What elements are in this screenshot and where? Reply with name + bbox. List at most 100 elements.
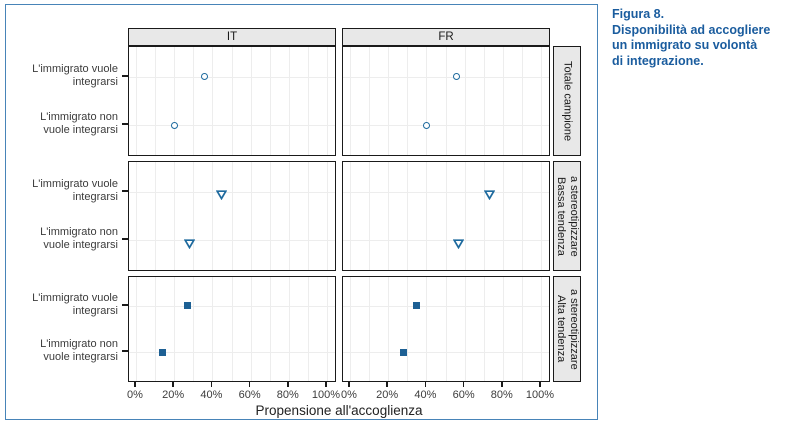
y-axis-category-label: L'immigrato non vuole integrarsi <box>40 226 118 252</box>
grid-line-horizontal <box>343 306 549 307</box>
x-axis-tick-label: 40% <box>200 389 223 401</box>
grid-line-vertical <box>541 162 542 270</box>
grid-line-vertical <box>445 47 447 155</box>
data-point-circle <box>422 121 430 129</box>
grid-line-vertical <box>350 162 351 270</box>
grid-line-vertical <box>250 277 252 381</box>
grid-line-vertical <box>136 162 137 270</box>
grid-line-horizontal <box>129 77 335 78</box>
grid-line-vertical <box>502 47 504 155</box>
grid-line-vertical <box>288 162 290 270</box>
grid-line-vertical <box>136 47 137 155</box>
panel-it-r0 <box>128 46 336 156</box>
grid-line-vertical <box>350 277 351 381</box>
y-axis-tick <box>122 350 128 352</box>
grid-line-vertical <box>388 162 390 270</box>
chart-figure: IT FR Totale campione Bassa tendenza a ster… <box>5 4 598 420</box>
grid-line-vertical <box>288 277 290 381</box>
data-point-triangle <box>483 187 496 201</box>
x-axis-tick <box>348 382 350 387</box>
panel-it-r2 <box>128 276 336 382</box>
x-axis-tick-label: 40% <box>414 389 437 401</box>
x-axis-tick-label: 20% <box>162 389 185 401</box>
row-strip: Totale campione <box>553 46 581 156</box>
grid-line-horizontal <box>343 192 549 193</box>
grid-line-vertical <box>388 47 390 155</box>
x-axis-tick-label: 0% <box>127 389 143 401</box>
x-axis-tick <box>539 382 541 387</box>
x-axis-tick-label: 80% <box>490 389 513 401</box>
grid-line-vertical <box>250 47 252 155</box>
y-axis-tick <box>122 238 128 240</box>
grid-line-vertical <box>521 162 523 270</box>
grid-line-vertical <box>407 277 409 381</box>
x-axis-tick <box>386 382 388 387</box>
x-axis-title: Propensione all'accoglienza <box>255 403 423 418</box>
grid-line-vertical <box>136 277 137 381</box>
grid-line-vertical <box>193 162 195 270</box>
grid-line-vertical <box>521 277 523 381</box>
x-axis-tick-label: 0% <box>341 389 357 401</box>
grid-line-horizontal <box>129 306 335 307</box>
data-point-circle <box>170 121 178 129</box>
grid-line-vertical <box>388 277 390 381</box>
data-point-triangle <box>183 236 196 249</box>
grid-line-vertical <box>231 277 233 381</box>
x-axis-tick-label: 60% <box>452 389 475 401</box>
grid-line-horizontal <box>129 192 335 193</box>
figure-caption-text: Disponibilità ad accogliere un immigrato… <box>612 22 771 68</box>
data-point-square <box>413 302 421 310</box>
y-axis-tick <box>122 190 128 192</box>
grid-line-vertical <box>483 277 485 381</box>
grid-line-vertical <box>174 162 176 270</box>
figure-caption: Figura 8. Disponibilità ad accogliere un… <box>612 7 794 69</box>
grid-line-vertical <box>250 162 252 270</box>
grid-line-vertical <box>327 277 328 381</box>
grid-line-horizontal <box>343 125 549 126</box>
grid-line-vertical <box>502 277 504 381</box>
data-point-square <box>159 348 167 356</box>
grid-line-horizontal <box>129 240 335 241</box>
data-point-triangle <box>453 236 465 249</box>
grid-line-horizontal <box>129 352 335 353</box>
y-axis-tick <box>122 123 128 125</box>
grid-line-vertical <box>521 47 523 155</box>
grid-line-vertical <box>155 47 157 155</box>
grid-line-vertical <box>464 162 466 270</box>
x-axis-tick-label: 80% <box>276 389 299 401</box>
x-axis-tick-label: 60% <box>238 389 261 401</box>
grid-line-vertical <box>369 47 371 155</box>
grid-line-vertical <box>231 47 233 155</box>
grid-line-vertical <box>426 277 428 381</box>
grid-line-vertical <box>464 277 466 381</box>
y-axis-category-label: L'immigrato vuole integrarsi <box>32 177 118 203</box>
grid-line-vertical <box>155 162 157 270</box>
grid-line-vertical <box>369 277 371 381</box>
grid-line-vertical <box>231 162 233 270</box>
grid-line-vertical <box>307 162 309 270</box>
grid-line-horizontal <box>343 240 549 241</box>
grid-line-vertical <box>193 277 195 381</box>
column-strip-fr: FR <box>342 28 550 46</box>
panel-fr-r1 <box>342 161 550 271</box>
y-axis-category-label: L'immigrato vuole integrarsi <box>32 291 118 317</box>
grid-line-vertical <box>445 277 447 381</box>
panel-it-r1 <box>128 161 336 271</box>
grid-line-horizontal <box>343 77 549 78</box>
data-point-square <box>399 348 407 356</box>
x-axis-tick-label: 20% <box>376 389 399 401</box>
x-axis-tick <box>424 382 427 387</box>
data-point-circle <box>453 73 461 81</box>
row-strip: Bassa tendenza a stereotipizzare <box>553 161 581 271</box>
grid-line-vertical <box>174 47 176 155</box>
grid-line-vertical <box>502 162 504 270</box>
grid-line-vertical <box>445 162 447 270</box>
panel-fr-r2 <box>342 276 550 382</box>
y-axis-tick <box>122 75 128 77</box>
grid-line-vertical <box>541 47 542 155</box>
x-axis-tick-label: 100% <box>525 389 555 401</box>
x-axis-tick <box>325 382 327 387</box>
grid-line-vertical <box>269 277 271 381</box>
data-point-square <box>184 302 192 310</box>
